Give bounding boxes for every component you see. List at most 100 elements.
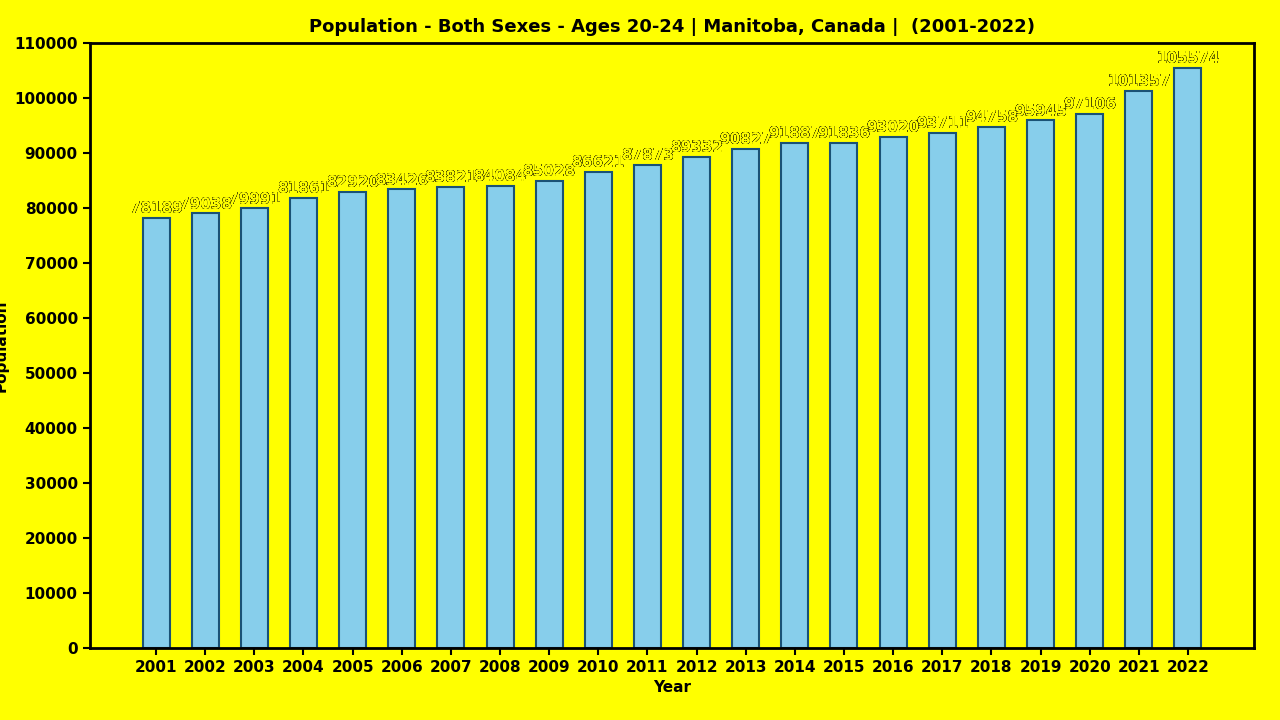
Text: 101357: 101357: [1107, 74, 1170, 89]
Text: 93020: 93020: [867, 120, 920, 135]
Text: 79991: 79991: [228, 192, 280, 207]
Text: 86621: 86621: [572, 155, 625, 170]
Text: 91887: 91887: [768, 126, 822, 141]
Text: 85028: 85028: [522, 164, 576, 179]
Text: 91836: 91836: [818, 127, 870, 141]
Text: 79991: 79991: [228, 192, 280, 207]
Text: 78189: 78189: [129, 202, 183, 217]
Bar: [486, 186, 513, 648]
Text: 93020: 93020: [867, 120, 920, 135]
Text: 97106: 97106: [1064, 97, 1116, 112]
Text: 87873: 87873: [621, 148, 675, 163]
Text: 93711: 93711: [915, 116, 969, 131]
Text: 89332: 89332: [669, 140, 723, 156]
Text: 85028: 85028: [522, 164, 576, 179]
Text: 105574: 105574: [1156, 51, 1220, 66]
Text: 89332: 89332: [669, 140, 723, 156]
Text: 89332: 89332: [669, 140, 723, 156]
Text: 94758: 94758: [965, 110, 1018, 125]
Text: 90827: 90827: [719, 132, 772, 147]
Text: 81861: 81861: [276, 181, 330, 197]
Bar: [1125, 91, 1152, 648]
Text: 86621: 86621: [572, 155, 625, 170]
Text: 93020: 93020: [867, 120, 920, 135]
Text: 85028: 85028: [522, 164, 576, 179]
Text: 83821: 83821: [424, 171, 477, 186]
Text: 81861: 81861: [276, 181, 330, 197]
Text: 83821: 83821: [424, 171, 477, 186]
Text: 101357: 101357: [1107, 74, 1170, 89]
Text: 78189: 78189: [129, 202, 183, 217]
Text: 84084: 84084: [474, 169, 526, 184]
Text: 87873: 87873: [621, 148, 675, 163]
Text: 93711: 93711: [915, 116, 969, 131]
Text: 105574: 105574: [1156, 51, 1220, 66]
Text: 85028: 85028: [522, 164, 576, 179]
Text: 95945: 95945: [1014, 104, 1068, 119]
Text: 91836: 91836: [818, 127, 870, 141]
Text: 82920: 82920: [326, 176, 379, 191]
Text: 94758: 94758: [965, 110, 1018, 125]
Bar: [929, 132, 956, 648]
Text: 91836: 91836: [818, 127, 870, 141]
Text: 84084: 84084: [474, 169, 526, 184]
Text: 89332: 89332: [669, 140, 723, 156]
Text: 79991: 79991: [228, 192, 280, 207]
Text: 105574: 105574: [1156, 51, 1220, 66]
Text: 90827: 90827: [719, 132, 772, 147]
Text: 94758: 94758: [965, 110, 1018, 125]
Text: 89332: 89332: [669, 140, 723, 156]
Text: 78189: 78189: [129, 202, 183, 217]
Text: 93711: 93711: [915, 116, 969, 131]
Text: 95945: 95945: [1014, 104, 1068, 119]
Text: 93020: 93020: [867, 120, 920, 135]
Text: 83821: 83821: [424, 171, 477, 186]
Text: 87873: 87873: [621, 148, 675, 163]
Text: 86621: 86621: [572, 155, 625, 170]
Text: 82920: 82920: [326, 176, 379, 191]
Text: 89332: 89332: [669, 140, 723, 156]
Text: 82920: 82920: [326, 176, 379, 191]
Text: 95945: 95945: [1014, 104, 1068, 119]
Text: 86621: 86621: [572, 155, 625, 170]
Text: 79991: 79991: [228, 192, 280, 207]
Text: 87873: 87873: [621, 148, 675, 163]
Text: 83426: 83426: [375, 173, 429, 188]
Text: 84084: 84084: [474, 169, 526, 184]
Text: 97106: 97106: [1064, 97, 1116, 112]
Text: 78189: 78189: [129, 202, 183, 217]
Bar: [1076, 114, 1103, 648]
Bar: [831, 143, 858, 648]
Bar: [291, 198, 317, 648]
Text: 85028: 85028: [522, 164, 576, 179]
Bar: [339, 192, 366, 648]
Text: 81861: 81861: [276, 181, 330, 197]
Bar: [879, 137, 906, 648]
Text: 105574: 105574: [1156, 51, 1220, 66]
Text: 85028: 85028: [522, 164, 576, 179]
Title: Population - Both Sexes - Ages 20-24 | Manitoba, Canada |  (2001-2022): Population - Both Sexes - Ages 20-24 | M…: [308, 18, 1036, 36]
Text: 91836: 91836: [818, 127, 870, 141]
Text: 85028: 85028: [522, 164, 576, 179]
Text: 101357: 101357: [1107, 74, 1170, 89]
Text: 101357: 101357: [1107, 74, 1170, 89]
Text: 89332: 89332: [669, 140, 723, 156]
Bar: [192, 213, 219, 648]
Text: 91887: 91887: [768, 126, 822, 141]
Text: 84084: 84084: [474, 169, 526, 184]
Text: 85028: 85028: [522, 164, 576, 179]
Bar: [634, 165, 660, 648]
Text: 91836: 91836: [818, 127, 870, 141]
Text: 101357: 101357: [1107, 74, 1170, 89]
Text: 84084: 84084: [474, 169, 526, 184]
Text: 97106: 97106: [1064, 97, 1116, 112]
Text: 93020: 93020: [867, 120, 920, 135]
Text: 79038: 79038: [179, 197, 232, 212]
Text: 82920: 82920: [326, 176, 379, 191]
Text: 83426: 83426: [375, 173, 429, 188]
Text: 90827: 90827: [719, 132, 772, 147]
Bar: [1027, 120, 1053, 648]
Bar: [535, 181, 563, 648]
Text: 89332: 89332: [669, 140, 723, 156]
Text: 97106: 97106: [1064, 97, 1116, 112]
